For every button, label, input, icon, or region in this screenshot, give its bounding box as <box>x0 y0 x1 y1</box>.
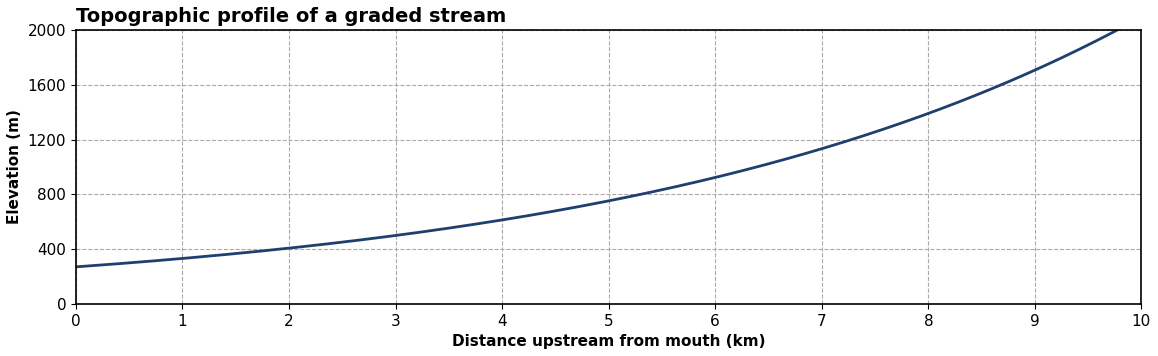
Y-axis label: Elevation (m): Elevation (m) <box>7 110 22 225</box>
Text: Topographic profile of a graded stream: Topographic profile of a graded stream <box>75 7 506 26</box>
X-axis label: Distance upstream from mouth (km): Distance upstream from mouth (km) <box>452 334 765 349</box>
